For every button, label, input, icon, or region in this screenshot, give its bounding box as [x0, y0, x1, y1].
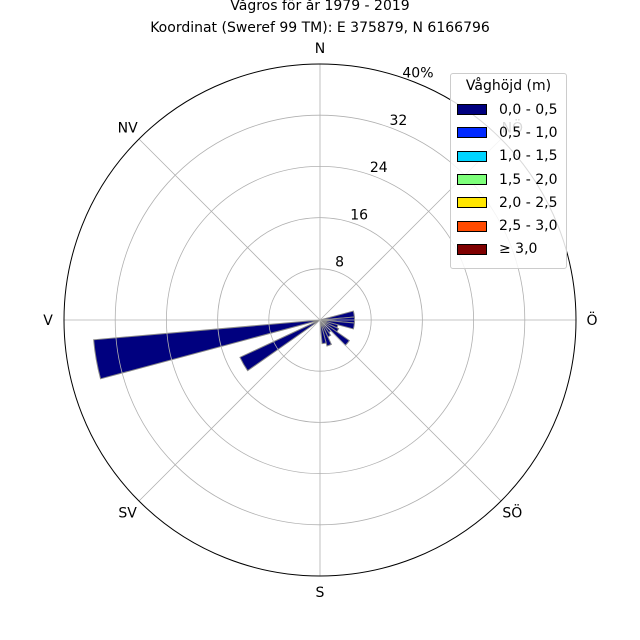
grid-spoke	[138, 319, 321, 502]
legend-label: 1,5 - 2,0	[499, 171, 558, 188]
bar-240deg	[239, 319, 321, 372]
legend-item: 2,5 - 3,0	[451, 214, 566, 237]
bar-260deg	[93, 319, 321, 380]
direction-label-SV: SV	[118, 505, 137, 521]
legend-swatch	[457, 174, 487, 186]
direction-label-S: S	[316, 585, 325, 601]
legend-swatch	[457, 150, 487, 162]
bar-170deg	[319, 319, 327, 345]
legend: Våghöjd (m) 0,0 - 0,5 0,5 - 1,0 1,0 - 1,5 1…	[450, 73, 567, 269]
chart-title: Vågros för år 1979 - 2019	[230, 0, 410, 14]
legend-item: 1,5 - 2,0	[451, 168, 566, 191]
radial-tick-label: 16	[350, 207, 368, 223]
radial-tick-label: 8	[335, 255, 344, 271]
grid-spoke	[138, 138, 321, 321]
plot-frame	[63, 63, 577, 577]
legend-item: 2,0 - 2,5	[451, 191, 566, 214]
legend-swatch	[457, 220, 487, 232]
legend-swatch	[457, 104, 487, 116]
legend-label: 1,0 - 1,5	[499, 148, 558, 165]
legend-swatch	[457, 197, 487, 209]
legend-item: 1,0 - 1,5	[451, 145, 566, 168]
radial-tick-label: 40%	[402, 65, 433, 81]
direction-label-N: N	[315, 41, 325, 57]
bar-160deg	[319, 319, 333, 347]
legend-label: 2,0 - 2,5	[499, 194, 558, 211]
legend-label: 0,5 - 1,0	[499, 124, 558, 141]
legend-swatch	[457, 243, 487, 255]
direction-label-NV: NV	[118, 121, 138, 137]
direction-label-Ö: Ö	[586, 311, 597, 329]
legend-label: 2,5 - 3,0	[499, 218, 558, 235]
legend-title: Våghöjd (m)	[465, 78, 552, 94]
direction-label-SÖ: SÖ	[502, 503, 522, 521]
direction-label-V: V	[43, 313, 53, 329]
legend-item: ≥ 3,0	[451, 238, 566, 261]
legend-label: 0,0 - 0,5	[499, 101, 558, 118]
legend-rows: 0,0 - 0,5 0,5 - 1,0 1,0 - 1,5 1,5 - 2,0 2,0 …	[451, 98, 566, 261]
legend-item: 0,5 - 1,0	[451, 121, 566, 144]
chart-subtitle: Koordinat (Sweref 99 TM): E 375879, N 61…	[150, 20, 490, 36]
grid-layer	[63, 63, 577, 577]
legend-swatch	[457, 127, 487, 139]
radial-tick-label: 32	[389, 113, 407, 129]
bars-layer	[93, 310, 356, 380]
legend-item: 0,0 - 0,5	[451, 98, 566, 121]
grid-spoke	[319, 319, 502, 502]
legend-label: ≥ 3,0	[499, 241, 538, 258]
radial-tick-label: 24	[370, 160, 388, 176]
